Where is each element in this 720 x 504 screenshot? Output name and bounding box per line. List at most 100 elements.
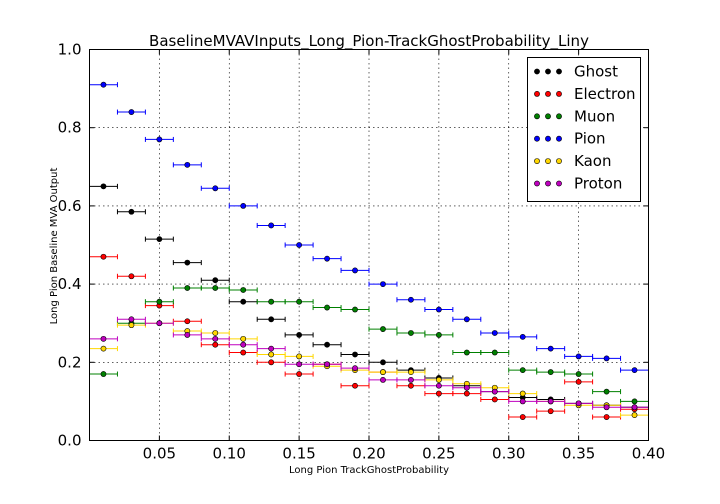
- data-point: [408, 296, 414, 303]
- data-point: [352, 351, 358, 358]
- data-point: [575, 400, 582, 407]
- legend-entry: Proton: [534, 175, 622, 193]
- data-point: [380, 369, 386, 375]
- data-point: [435, 390, 442, 397]
- data-point: [240, 349, 247, 356]
- legend-marker: [534, 113, 540, 120]
- data-point: [603, 355, 610, 362]
- data-point: [128, 109, 135, 115]
- x-tick-label: 0.15: [282, 445, 315, 463]
- x-tick-label: 0.35: [562, 445, 595, 463]
- legend-label: Pion: [574, 130, 606, 148]
- data-point: [491, 349, 498, 356]
- y-tick-label: 1.0: [58, 41, 82, 59]
- series-pion: [89, 81, 649, 374]
- data-point: [184, 285, 191, 291]
- data-point: [491, 330, 498, 336]
- y-tick-label: 0.4: [58, 275, 82, 293]
- legend-marker: [545, 68, 551, 75]
- data-point: [100, 335, 107, 342]
- legend-entry: Kaon: [534, 152, 611, 170]
- data-point: [156, 298, 163, 305]
- legend-marker: [534, 158, 540, 164]
- data-point: [128, 322, 135, 329]
- data-point: [212, 335, 219, 342]
- data-point: [380, 376, 386, 383]
- data-point: [435, 332, 442, 338]
- data-point: [463, 349, 470, 356]
- data-point: [380, 281, 386, 287]
- data-point: [352, 365, 358, 372]
- data-point: [212, 277, 219, 284]
- y-tick-label: 0.6: [58, 197, 82, 215]
- legend-marker: [545, 180, 551, 187]
- data-point: [100, 345, 107, 352]
- chart-title: BaselineMVAVInputs_Long_Pion-TrackGhostP…: [149, 32, 589, 51]
- legend-marker: [556, 113, 562, 120]
- data-point: [184, 332, 191, 338]
- data-point: [408, 376, 414, 383]
- ticks: 0.05 0.10 0.15 0.20 0.25 0.30 0.35 0.40 0.0 0.2 0.…: [58, 41, 666, 463]
- data-point: [408, 369, 414, 375]
- data-point: [324, 341, 330, 348]
- x-tick-label: 0.30: [492, 445, 525, 463]
- data-point: [631, 404, 638, 411]
- data-point: [575, 378, 582, 385]
- data-point: [212, 185, 219, 192]
- legend-marker: [534, 91, 540, 97]
- data-point: [435, 382, 442, 389]
- legend-marker: [534, 135, 540, 142]
- data-point: [324, 304, 330, 311]
- data-point: [100, 371, 107, 377]
- legend-marker: [545, 135, 551, 142]
- data-point: [547, 369, 554, 375]
- data-point: [240, 341, 247, 348]
- data-point: [156, 320, 163, 327]
- data-point: [268, 351, 275, 358]
- data-point: [100, 183, 107, 190]
- legend-marker: [556, 158, 562, 164]
- data-point: [268, 298, 275, 305]
- legend-entry: Electron: [534, 85, 636, 103]
- data-point: [268, 359, 275, 366]
- data-point: [519, 398, 526, 405]
- data-layer: [89, 81, 649, 420]
- data-point: [156, 136, 163, 143]
- data-point: [519, 367, 526, 374]
- x-tick-label: 0.10: [213, 445, 246, 463]
- data-point: [408, 330, 414, 336]
- legend-marker: [534, 68, 540, 75]
- data-point: [631, 367, 638, 374]
- legend-label: Muon: [574, 107, 615, 125]
- data-point: [352, 382, 358, 389]
- data-point: [296, 298, 303, 305]
- data-point: [380, 326, 386, 332]
- data-point: [156, 236, 163, 243]
- data-point: [435, 306, 442, 313]
- data-point: [268, 222, 275, 229]
- data-point: [100, 81, 107, 88]
- data-point: [463, 390, 470, 397]
- data-point: [212, 341, 219, 348]
- data-point: [324, 361, 330, 368]
- data-point: [491, 396, 498, 403]
- legend-box: [527, 57, 641, 202]
- data-point: [296, 332, 303, 338]
- data-point: [547, 398, 554, 405]
- data-point: [352, 306, 358, 313]
- legend-marker: [556, 135, 562, 142]
- data-point: [240, 287, 247, 293]
- legend-label: Kaon: [574, 152, 611, 170]
- data-point: [240, 298, 247, 305]
- data-point: [128, 208, 135, 215]
- y-axis-label: Long Pion Baseline MVA Output: [49, 168, 60, 325]
- data-point: [519, 390, 526, 397]
- legend: Ghost Electron Muon Pion Kaon Proton: [527, 57, 641, 202]
- data-point: [463, 316, 470, 323]
- y-tick-label: 0.0: [58, 432, 82, 450]
- data-point: [296, 353, 303, 360]
- data-point: [268, 345, 275, 352]
- legend-entry: Ghost: [534, 63, 618, 81]
- data-point: [184, 318, 191, 325]
